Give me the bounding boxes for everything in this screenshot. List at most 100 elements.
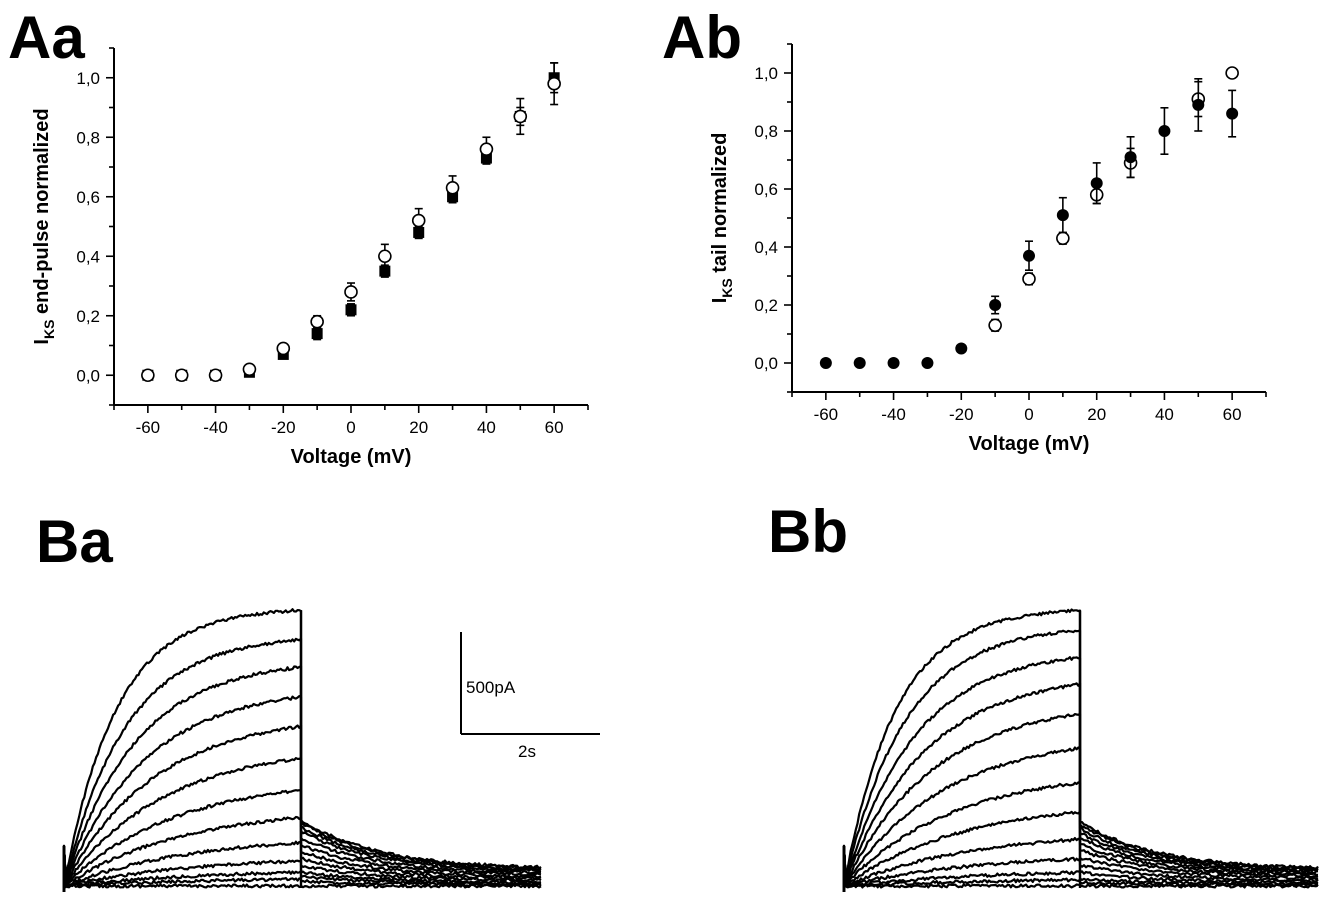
series-filled-circle: [819, 78, 1239, 369]
data-point: [1158, 125, 1171, 137]
current-trace: [62, 637, 542, 892]
y-tick-label: 0,4: [754, 238, 778, 257]
data-point: [378, 249, 392, 264]
current-trace: [842, 608, 1319, 892]
data-point: [1226, 107, 1239, 120]
x-tick-label: -40: [203, 418, 228, 437]
data-point: [1225, 66, 1239, 80]
data-point: [988, 318, 1002, 333]
x-tick-label: 20: [1087, 405, 1106, 424]
y-tick-label: 0,2: [754, 296, 778, 315]
data-point: [887, 357, 900, 369]
x-tick-label: -20: [949, 405, 974, 424]
x-tick-label: 0: [346, 418, 355, 437]
current-trace: [62, 608, 542, 892]
current-trace: [842, 781, 1319, 892]
x-tick-label: 60: [1223, 405, 1242, 424]
current-trace: [62, 844, 542, 892]
y-tick-label: 0,4: [76, 247, 100, 266]
data-point: [1056, 209, 1069, 222]
current-trace: [62, 789, 542, 892]
series-filled-square: [142, 62, 560, 381]
data-point: [1023, 249, 1035, 262]
data-point: [310, 314, 324, 329]
x-tick-label: 0: [1024, 405, 1033, 424]
data-point: [1022, 272, 1036, 286]
data-point: [1090, 177, 1103, 190]
data-point: [1056, 231, 1070, 246]
data-point: [853, 357, 866, 369]
current-trace: [62, 724, 542, 892]
current-trace: [62, 815, 542, 892]
data-point: [345, 304, 357, 316]
data-point: [276, 341, 291, 356]
y-tick-label: 0,6: [754, 180, 778, 199]
y-tick-label: 1,0: [754, 64, 778, 83]
y-tick-label: 0,8: [754, 122, 778, 141]
data-point: [921, 357, 934, 369]
chart-ab: -60 -40 -20 0 20 40 60 0,0 0,2 0,4 0,6 0,8 1,0 Voltag…: [709, 43, 1267, 455]
x-tick-label: 40: [1155, 405, 1174, 424]
data-point: [513, 109, 528, 124]
y-tick-label: 0,6: [76, 188, 100, 207]
data-point: [141, 368, 155, 383]
x-tick-label: -60: [814, 405, 839, 424]
traces-ba: [62, 608, 542, 892]
y-axis-title-main: I: [31, 339, 53, 345]
panel-label-bb: Bb: [768, 498, 848, 565]
y-axis-title: IKS end-pulse normalized: [31, 108, 57, 344]
current-trace: [842, 837, 1319, 892]
scale-bar-current-label: 500pA: [466, 678, 516, 697]
data-point: [955, 342, 968, 355]
y-axis-title-main: I: [709, 298, 731, 304]
traces-bb: [842, 608, 1319, 892]
y-tick-label: 1,0: [76, 69, 100, 88]
current-trace: [842, 682, 1319, 892]
data-point: [479, 142, 494, 156]
x-tick-label: 60: [545, 418, 564, 437]
data-point: [208, 368, 223, 383]
x-tick-label: 20: [409, 418, 428, 437]
data-point: [411, 213, 426, 228]
data-point: [1192, 98, 1205, 111]
x-axis-title: Voltage (mV): [291, 446, 412, 468]
data-point: [1124, 151, 1137, 164]
data-point: [445, 181, 460, 195]
current-trace: [842, 746, 1319, 892]
y-tick-label: 0,8: [76, 128, 100, 147]
data-point: [379, 265, 391, 277]
x-tick-label: -20: [271, 418, 296, 437]
y-axis-title-subscript: KS: [719, 278, 735, 297]
x-axis-title: Voltage (mV): [969, 433, 1090, 455]
data-point: [242, 362, 257, 377]
x-tick-label: -40: [881, 405, 906, 424]
panel-label-aa: Aa: [8, 4, 85, 71]
data-point: [547, 76, 561, 91]
x-tick-label: 40: [477, 418, 496, 437]
scale-bar: 500pA 2s: [460, 632, 600, 761]
current-trace: [842, 844, 1319, 892]
y-axis-title-subscript: KS: [41, 320, 57, 339]
data-point: [819, 357, 832, 369]
panel-label-ab: Ab: [662, 4, 742, 71]
current-trace: [62, 844, 542, 892]
current-trace: [62, 844, 542, 892]
series-open-circle: [141, 62, 561, 383]
data-point: [344, 285, 358, 299]
y-tick-label: 0,2: [76, 307, 100, 326]
data-point: [311, 328, 323, 340]
chart-aa: -60 -40 -20 0 20 40 60 0,0 0,2 0,4 0,6 0,8 1,0 Voltag…: [31, 47, 589, 468]
data-point: [174, 368, 189, 383]
y-tick-label: 0,0: [76, 366, 100, 385]
current-trace: [62, 665, 542, 892]
data-point: [989, 299, 1002, 311]
current-trace: [842, 629, 1319, 892]
y-axis-title-rest: end-pulse normalized: [31, 108, 53, 319]
y-tick-label: 0,0: [754, 354, 778, 373]
panel-label-ba: Ba: [36, 508, 113, 575]
x-tick-label: -60: [136, 418, 161, 437]
current-trace: [842, 844, 1319, 892]
y-axis-title-rest: tail normalized: [709, 133, 731, 279]
scale-bar-time-label: 2s: [518, 742, 536, 761]
